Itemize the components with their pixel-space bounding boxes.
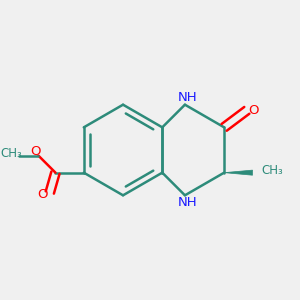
Text: O: O <box>30 145 41 158</box>
Text: NH: NH <box>178 91 198 104</box>
Text: NH: NH <box>178 196 198 209</box>
Text: O: O <box>38 188 48 201</box>
Polygon shape <box>224 170 253 175</box>
Text: CH₃: CH₃ <box>1 147 22 160</box>
Text: CH₃: CH₃ <box>261 164 283 177</box>
Text: O: O <box>249 104 259 117</box>
